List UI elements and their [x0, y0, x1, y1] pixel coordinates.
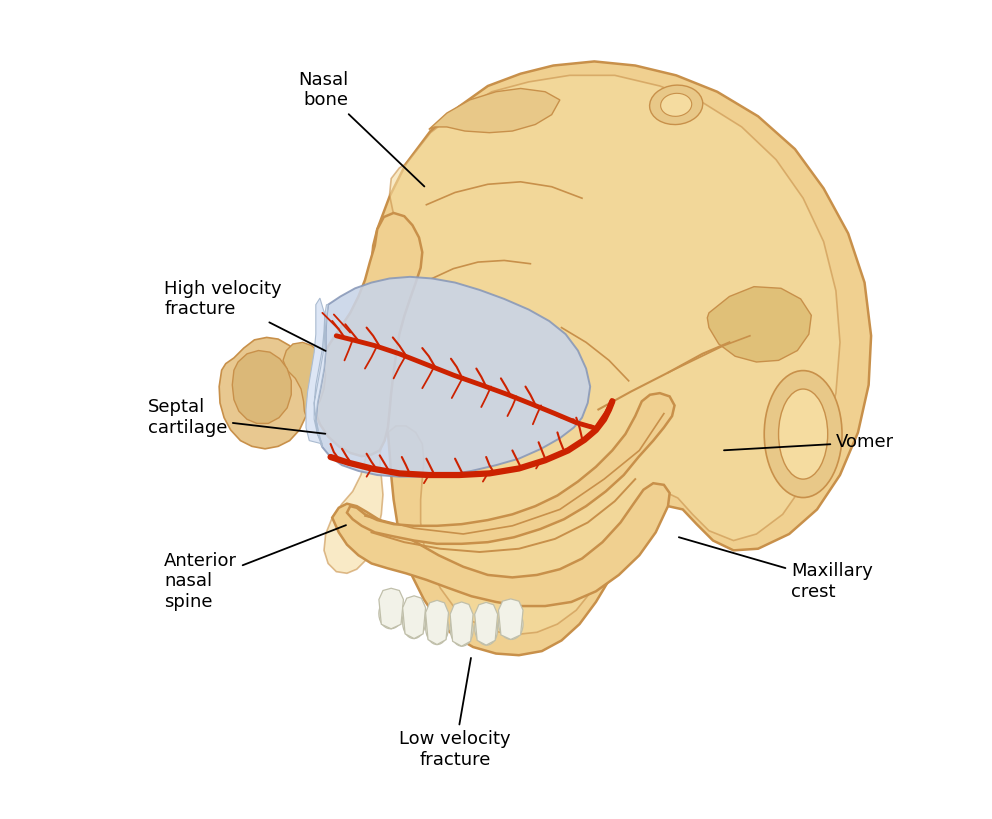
Polygon shape — [306, 298, 328, 447]
Polygon shape — [232, 351, 292, 423]
Text: High velocity
fracture: High velocity fracture — [165, 279, 325, 351]
Ellipse shape — [661, 93, 691, 116]
Polygon shape — [347, 393, 675, 544]
Ellipse shape — [779, 389, 827, 479]
Polygon shape — [426, 600, 448, 645]
Polygon shape — [324, 75, 840, 635]
Polygon shape — [283, 342, 325, 416]
Text: Maxillary
crest: Maxillary crest — [679, 537, 873, 601]
Ellipse shape — [426, 610, 448, 645]
Ellipse shape — [650, 85, 702, 124]
Polygon shape — [498, 599, 523, 640]
Polygon shape — [450, 602, 473, 646]
Polygon shape — [219, 337, 310, 449]
Polygon shape — [403, 596, 426, 639]
Polygon shape — [475, 603, 498, 645]
Polygon shape — [332, 483, 670, 606]
Text: Anterior
nasal
spine: Anterior nasal spine — [165, 525, 346, 611]
Polygon shape — [311, 213, 423, 456]
Polygon shape — [429, 88, 559, 133]
Ellipse shape — [450, 612, 473, 646]
Ellipse shape — [403, 605, 426, 639]
Polygon shape — [707, 287, 811, 362]
Ellipse shape — [764, 371, 842, 498]
Text: Septal
cartilage: Septal cartilage — [148, 398, 325, 437]
Ellipse shape — [379, 597, 404, 629]
Text: Nasal
bone: Nasal bone — [299, 70, 425, 187]
Polygon shape — [379, 588, 404, 629]
Text: Low velocity
fracture: Low velocity fracture — [399, 658, 511, 769]
Polygon shape — [363, 61, 871, 655]
Ellipse shape — [498, 608, 523, 640]
Polygon shape — [315, 277, 590, 477]
Text: Vomer: Vomer — [724, 433, 894, 451]
Ellipse shape — [475, 612, 498, 645]
